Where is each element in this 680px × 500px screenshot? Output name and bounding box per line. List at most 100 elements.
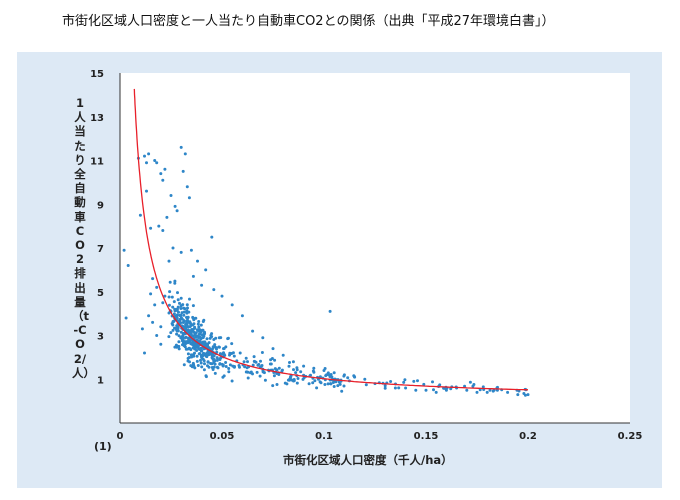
data-point <box>328 309 332 313</box>
data-point <box>231 364 235 368</box>
data-point <box>318 380 322 384</box>
data-point <box>273 367 277 371</box>
data-point <box>193 326 197 330</box>
data-point <box>216 366 220 370</box>
data-point <box>188 297 191 301</box>
data-point <box>403 378 407 382</box>
data-point <box>149 292 153 296</box>
data-point <box>155 285 159 289</box>
data-point <box>202 368 206 372</box>
data-point <box>178 301 181 305</box>
data-point <box>186 306 189 310</box>
data-point <box>240 314 244 318</box>
data-point <box>175 313 179 317</box>
data-point <box>222 347 226 350</box>
data-point <box>475 390 479 394</box>
y-tick-label: 5 <box>97 288 104 299</box>
data-point <box>163 167 167 171</box>
data-point <box>220 294 224 298</box>
data-point <box>193 351 196 355</box>
data-point <box>190 328 194 332</box>
data-point <box>161 229 165 232</box>
data-point <box>189 353 193 357</box>
data-point <box>352 375 356 379</box>
data-point <box>192 354 196 358</box>
data-point <box>332 385 336 388</box>
data-point <box>185 303 189 307</box>
data-point <box>296 377 300 380</box>
data-point <box>327 373 331 376</box>
data-point <box>363 377 367 381</box>
data-point <box>171 305 175 309</box>
data-point <box>186 352 190 356</box>
data-point <box>217 345 221 349</box>
data-point <box>205 337 209 341</box>
data-point <box>179 330 183 334</box>
data-point <box>217 336 221 340</box>
data-point <box>224 365 228 368</box>
data-point <box>167 335 171 339</box>
data-point <box>204 375 208 379</box>
data-point <box>168 290 172 294</box>
data-point <box>122 248 126 252</box>
data-point <box>186 325 190 329</box>
data-point <box>151 320 155 324</box>
data-point <box>189 364 193 368</box>
data-point <box>201 320 205 323</box>
data-point <box>402 380 406 384</box>
data-point <box>168 280 172 284</box>
data-point <box>210 362 214 366</box>
data-point <box>178 319 182 323</box>
data-point <box>151 277 155 281</box>
data-point <box>212 354 216 358</box>
data-point <box>227 367 231 370</box>
data-point <box>182 340 186 344</box>
y-tick-label: 1 <box>97 375 104 386</box>
data-point <box>153 159 157 162</box>
data-point <box>186 356 190 360</box>
x-tick-label: 0.15 <box>414 431 439 442</box>
data-point <box>248 371 252 375</box>
data-point <box>161 178 165 182</box>
data-point <box>412 379 416 383</box>
data-point <box>206 360 210 364</box>
data-point <box>323 367 327 370</box>
data-point <box>299 370 303 374</box>
data-point <box>221 364 225 368</box>
data-point <box>230 342 234 346</box>
data-point <box>315 386 319 390</box>
data-point <box>169 194 173 197</box>
data-point <box>205 344 209 348</box>
data-point <box>294 371 298 375</box>
data-point <box>289 375 293 378</box>
data-point <box>242 360 246 364</box>
data-point <box>383 384 387 388</box>
data-point <box>175 345 179 349</box>
data-point <box>271 347 275 351</box>
data-point <box>210 235 214 239</box>
data-point <box>342 384 346 388</box>
data-point <box>516 393 520 397</box>
data-point <box>287 364 291 368</box>
data-point <box>523 393 527 397</box>
data-point <box>145 189 148 193</box>
data-point <box>192 364 196 368</box>
data-point <box>389 380 393 383</box>
data-point <box>416 379 419 383</box>
data-point <box>205 353 209 357</box>
data-point <box>185 311 189 315</box>
data-point <box>194 316 198 320</box>
data-point <box>191 316 195 320</box>
data-point <box>471 384 475 388</box>
data-point <box>201 340 205 344</box>
data-point <box>232 354 236 358</box>
data-point <box>180 311 184 315</box>
data-point <box>177 340 181 344</box>
data-point <box>182 313 186 317</box>
data-point <box>295 381 299 385</box>
data-point <box>192 340 195 344</box>
data-point <box>208 336 212 340</box>
data-point <box>292 368 295 372</box>
data-point <box>201 336 205 340</box>
